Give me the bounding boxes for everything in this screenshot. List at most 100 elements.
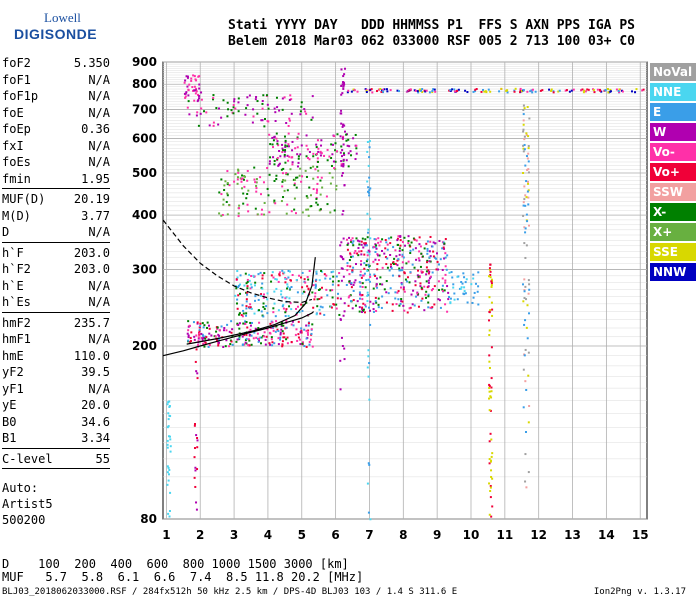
echo-point (302, 290, 305, 293)
echo-point (220, 193, 223, 196)
echo-point (314, 286, 317, 289)
echo-point (316, 139, 319, 142)
echo-point (236, 338, 239, 341)
echo-point (231, 343, 234, 346)
echo-point (332, 160, 335, 163)
echo-point (242, 192, 245, 195)
echo-point (347, 138, 350, 141)
echo-point (522, 113, 525, 116)
echo-point (441, 284, 444, 287)
echo-point (488, 482, 491, 485)
echo-point (475, 88, 478, 91)
param-row: hmE 110.0 (2, 348, 110, 365)
echo-point (188, 340, 191, 343)
echo-point (319, 150, 322, 153)
echo-point (241, 343, 244, 346)
echo-point (401, 269, 404, 272)
echo-point (308, 343, 311, 346)
x-tick-label: 15 (632, 528, 649, 542)
echo-point (352, 299, 355, 302)
echo-point (246, 203, 249, 206)
echo-point (296, 339, 299, 342)
echo-point (386, 266, 389, 269)
echo-point (315, 270, 318, 273)
echo-point (276, 142, 279, 145)
echo-point (295, 186, 298, 189)
echo-point (287, 145, 290, 148)
echo-point (341, 213, 344, 216)
echo-point (522, 109, 525, 112)
echo-point (489, 395, 492, 398)
echo-point (459, 287, 462, 290)
echo-point (352, 266, 355, 269)
legend-sse: SSE (650, 243, 696, 261)
echo-point (483, 90, 486, 93)
echo-point (295, 328, 298, 331)
echo-point (293, 208, 296, 211)
echo-point (399, 239, 402, 242)
echo-point (363, 242, 366, 245)
echo-point (525, 486, 528, 489)
echo-point (396, 89, 399, 92)
echo-point (525, 326, 528, 329)
echo-point (236, 307, 239, 310)
param-value: 55 (95, 451, 110, 466)
echo-point (437, 298, 440, 301)
echo-point (305, 144, 308, 147)
echo-point (350, 239, 353, 242)
echo-point (389, 287, 392, 290)
echo-point (299, 110, 302, 113)
echo-point (341, 172, 344, 175)
echo-point (289, 302, 292, 305)
echo-point (380, 306, 383, 309)
echo-point (363, 272, 366, 275)
echo-point (343, 124, 346, 127)
echo-point (456, 298, 459, 301)
echo-point (300, 331, 303, 334)
echo-point (201, 337, 204, 340)
echo-point (564, 89, 567, 92)
echo-point (185, 75, 188, 78)
param-value: N/A (88, 295, 110, 309)
echo-point (363, 267, 366, 270)
echo-point (234, 294, 237, 297)
echo-point (485, 91, 488, 94)
echo-point (212, 96, 215, 99)
echo-point (331, 176, 334, 179)
echo-point (262, 315, 265, 318)
echo-point (245, 312, 248, 315)
echo-point (256, 213, 259, 216)
echo-point (634, 91, 637, 94)
echo-point (275, 174, 278, 177)
echo-point (357, 254, 360, 257)
echo-point (642, 88, 645, 91)
echo-point (275, 178, 278, 181)
echo-point (523, 107, 526, 110)
echo-point (281, 97, 284, 100)
echo-point (606, 87, 609, 90)
echo-point (480, 90, 483, 93)
legend-nnw: NNW (650, 263, 696, 281)
echo-point (266, 328, 269, 331)
echo-point (404, 244, 407, 247)
echo-point (311, 291, 314, 294)
echo-point (354, 158, 357, 161)
echo-point (527, 168, 530, 171)
echo-point (604, 89, 607, 92)
echo-point (534, 90, 537, 93)
echo-point (195, 90, 198, 93)
echo-point (443, 257, 446, 260)
param-name: yE (2, 398, 17, 412)
echo-point (414, 247, 417, 250)
echo-point (308, 269, 311, 272)
echo-point (472, 90, 475, 93)
echo-point (362, 308, 365, 311)
echo-point (194, 422, 197, 425)
echo-point (166, 483, 169, 486)
echo-point (320, 139, 323, 142)
echo-point (250, 275, 253, 278)
echo-point (443, 247, 446, 250)
echo-point (435, 257, 438, 260)
echo-point (427, 281, 430, 284)
echo-point (340, 155, 343, 158)
